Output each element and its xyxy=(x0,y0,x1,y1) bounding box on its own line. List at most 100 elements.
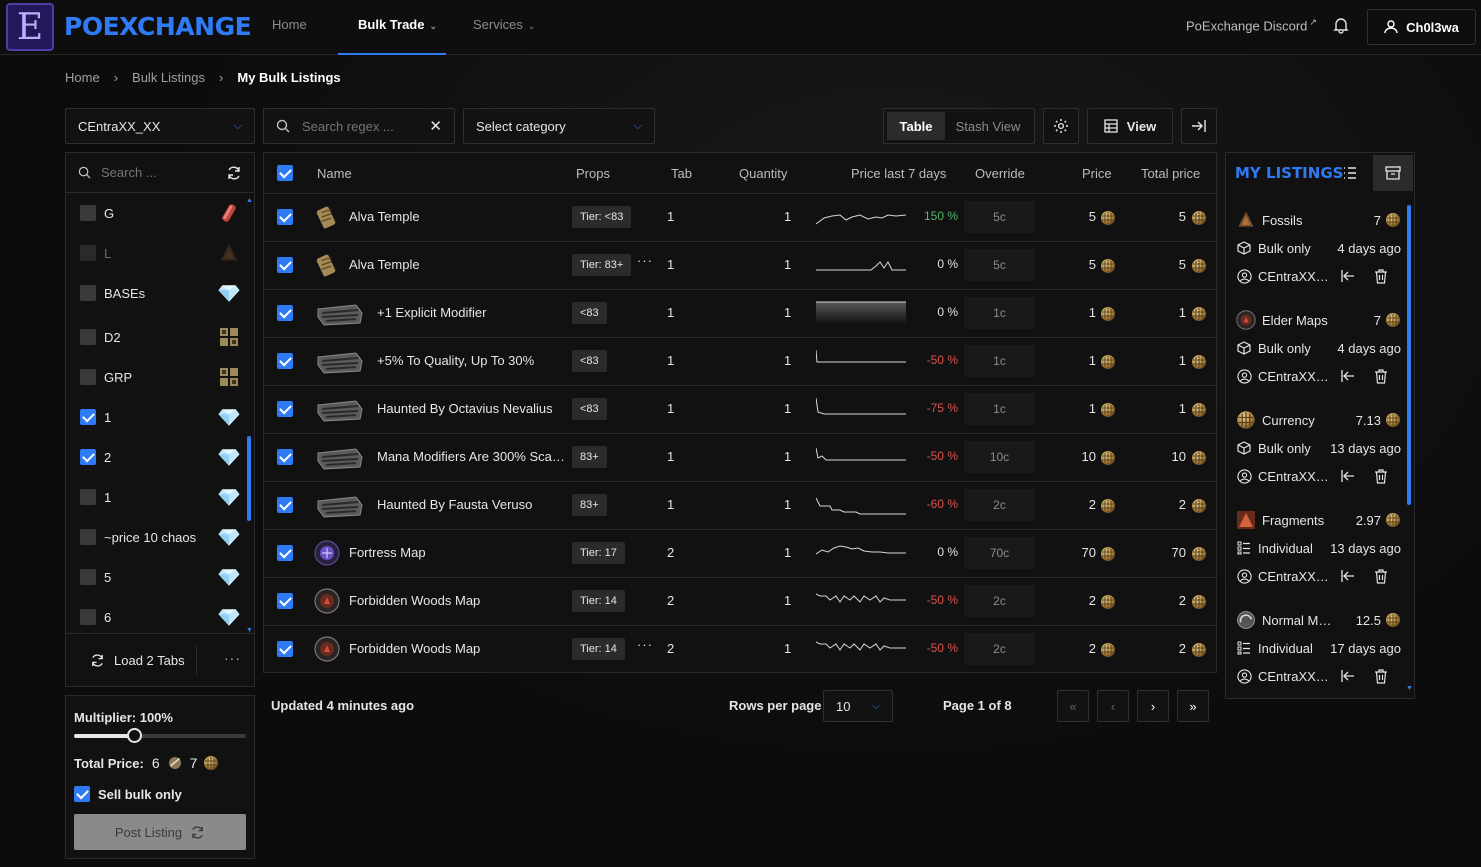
more-options-icon[interactable]: ··· xyxy=(224,650,241,666)
scrollbar-thumb[interactable] xyxy=(1407,205,1411,505)
checkbox[interactable] xyxy=(80,369,96,385)
checkbox[interactable] xyxy=(80,449,96,465)
row-checkbox[interactable] xyxy=(277,305,293,321)
breadcrumb-home[interactable]: Home xyxy=(65,70,100,85)
load-tabs-button[interactable]: Load 2 Tabs xyxy=(90,653,185,668)
bell-icon[interactable] xyxy=(1332,16,1350,34)
column-props[interactable]: Props xyxy=(576,166,610,181)
table-row[interactable]: Fortress Map Tier: 17 2 1 0 % 70c 70 70 xyxy=(264,530,1216,578)
trash-icon[interactable] xyxy=(1374,268,1388,284)
archive-button[interactable] xyxy=(1373,155,1413,191)
user-menu-button[interactable]: Ch0l3wa xyxy=(1367,9,1476,45)
refresh-icon[interactable] xyxy=(226,165,242,181)
table-row[interactable]: Forbidden Woods Map Tier: 14 2 1 -50 % 2… xyxy=(264,578,1216,626)
props-badge[interactable]: <83 xyxy=(572,302,607,324)
row-checkbox[interactable] xyxy=(277,353,293,369)
override-input[interactable]: 2c xyxy=(964,633,1035,665)
table-row[interactable]: Mana Modifiers Are 300% Sca… 83+ 1 1 -50… xyxy=(264,434,1216,482)
arrow-to-left-icon[interactable] xyxy=(1341,569,1355,583)
tab-list-item[interactable]: 1 xyxy=(80,485,240,509)
view-button[interactable]: View xyxy=(1087,108,1173,144)
override-input[interactable]: 5c xyxy=(964,201,1035,233)
override-input[interactable]: 5c xyxy=(964,249,1035,281)
clear-icon[interactable]: ✕ xyxy=(429,118,442,135)
breadcrumb-bulk-listings[interactable]: Bulk Listings xyxy=(132,70,206,85)
scroll-down-arrow[interactable]: ▼ xyxy=(1406,685,1413,692)
tab-list-item[interactable]: L xyxy=(80,241,240,265)
table-row[interactable]: +5% To Quality, Up To 30% <83 1 1 -50 % … xyxy=(264,338,1216,386)
props-badge[interactable]: Tier: 14 xyxy=(572,590,625,612)
more-props-icon[interactable]: ··· xyxy=(637,253,653,268)
props-badge[interactable]: Tier: <83 xyxy=(572,206,632,228)
table-row[interactable]: Haunted By Fausta Veruso 83+ 1 1 -60 % 2… xyxy=(264,482,1216,530)
arrow-to-left-icon[interactable] xyxy=(1341,669,1355,683)
row-checkbox[interactable] xyxy=(277,401,293,417)
scrollbar-thumb[interactable] xyxy=(247,436,251,521)
override-input[interactable]: 2c xyxy=(964,585,1035,617)
column-override[interactable]: Override xyxy=(975,166,1025,181)
column-tab[interactable]: Tab xyxy=(671,166,692,181)
checkbox[interactable] xyxy=(80,409,96,425)
trash-icon[interactable] xyxy=(1374,468,1388,484)
checkbox[interactable] xyxy=(80,529,96,545)
checkbox[interactable] xyxy=(80,609,96,625)
arrow-to-left-icon[interactable] xyxy=(1341,269,1355,283)
column-quantity[interactable]: Quantity xyxy=(739,166,788,181)
select-all-checkbox[interactable] xyxy=(277,165,293,181)
checkbox[interactable] xyxy=(80,569,96,585)
override-input[interactable]: 2c xyxy=(964,489,1035,521)
checkbox[interactable] xyxy=(80,245,96,261)
tab-list-item[interactable]: ~price 10 chaos xyxy=(80,525,240,549)
table-row[interactable]: Forbidden Woods Map Tier: 14 ··· 2 1 -50… xyxy=(264,626,1216,674)
props-badge[interactable]: <83 xyxy=(572,398,607,420)
tab-list-item[interactable]: 6 xyxy=(80,605,240,629)
override-input[interactable]: 1c xyxy=(964,297,1035,329)
override-input[interactable]: 10c xyxy=(964,441,1035,473)
table-row[interactable]: Haunted By Octavius Nevalius <83 1 1 -75… xyxy=(264,386,1216,434)
column-price[interactable]: Price xyxy=(1082,166,1112,181)
tab-list-item[interactable]: 1 xyxy=(80,405,240,429)
scroll-down-arrow[interactable]: ▼ xyxy=(246,627,253,634)
sell-bulk-checkbox[interactable]: Sell bulk only xyxy=(74,786,182,802)
row-checkbox[interactable] xyxy=(277,257,293,273)
regex-search-field[interactable]: ✕ xyxy=(263,108,455,144)
props-badge[interactable]: Tier: 17 xyxy=(572,542,625,564)
settings-button[interactable] xyxy=(1043,108,1079,144)
next-page-button[interactable]: › xyxy=(1137,690,1169,722)
tab-list-item[interactable]: BASEs xyxy=(80,281,240,305)
row-checkbox[interactable] xyxy=(277,449,293,465)
trash-icon[interactable] xyxy=(1374,668,1388,684)
more-props-icon[interactable]: ··· xyxy=(637,637,653,652)
checkbox[interactable] xyxy=(80,329,96,345)
row-checkbox[interactable] xyxy=(277,497,293,513)
prev-page-button[interactable]: ‹ xyxy=(1097,690,1129,722)
column-name[interactable]: Name xyxy=(317,166,352,181)
brand-name[interactable]: POEXCHANGE xyxy=(64,12,252,41)
trash-icon[interactable] xyxy=(1374,368,1388,384)
first-page-button[interactable]: « xyxy=(1057,690,1089,722)
tab-list-item[interactable]: 2 xyxy=(80,445,240,469)
props-badge[interactable]: Tier: 83+ xyxy=(572,254,632,276)
last-page-button[interactable]: » xyxy=(1177,690,1209,722)
column-total-price[interactable]: Total price xyxy=(1141,166,1201,181)
nav-services[interactable]: Services ⌄ xyxy=(473,17,535,32)
regex-search-input[interactable] xyxy=(302,118,422,134)
multiplier-slider-handle[interactable] xyxy=(127,728,143,743)
tabs-search-input[interactable] xyxy=(101,165,201,180)
checkbox[interactable] xyxy=(74,786,90,802)
props-badge[interactable]: Tier: 14 xyxy=(572,638,625,660)
override-input[interactable]: 1c xyxy=(964,345,1035,377)
trash-icon[interactable] xyxy=(1374,568,1388,584)
multiplier-slider-track[interactable] xyxy=(74,728,246,743)
scroll-up-arrow[interactable]: ▲ xyxy=(246,197,253,204)
category-select[interactable]: Select category ⌵ xyxy=(463,108,655,144)
logo[interactable]: E xyxy=(6,3,54,51)
override-input[interactable]: 1c xyxy=(964,393,1035,425)
checkbox[interactable] xyxy=(80,285,96,301)
table-row[interactable]: +1 Explicit Modifier <83 1 1 0 % 1c 1 1 xyxy=(264,290,1216,338)
collapse-panel-button[interactable] xyxy=(1181,108,1217,144)
rows-per-page-select[interactable]: 10 ⌵ xyxy=(823,690,893,722)
props-badge[interactable]: 83+ xyxy=(572,494,607,516)
column-price-history[interactable]: Price last 7 days xyxy=(851,166,947,181)
checkbox[interactable] xyxy=(80,489,96,505)
